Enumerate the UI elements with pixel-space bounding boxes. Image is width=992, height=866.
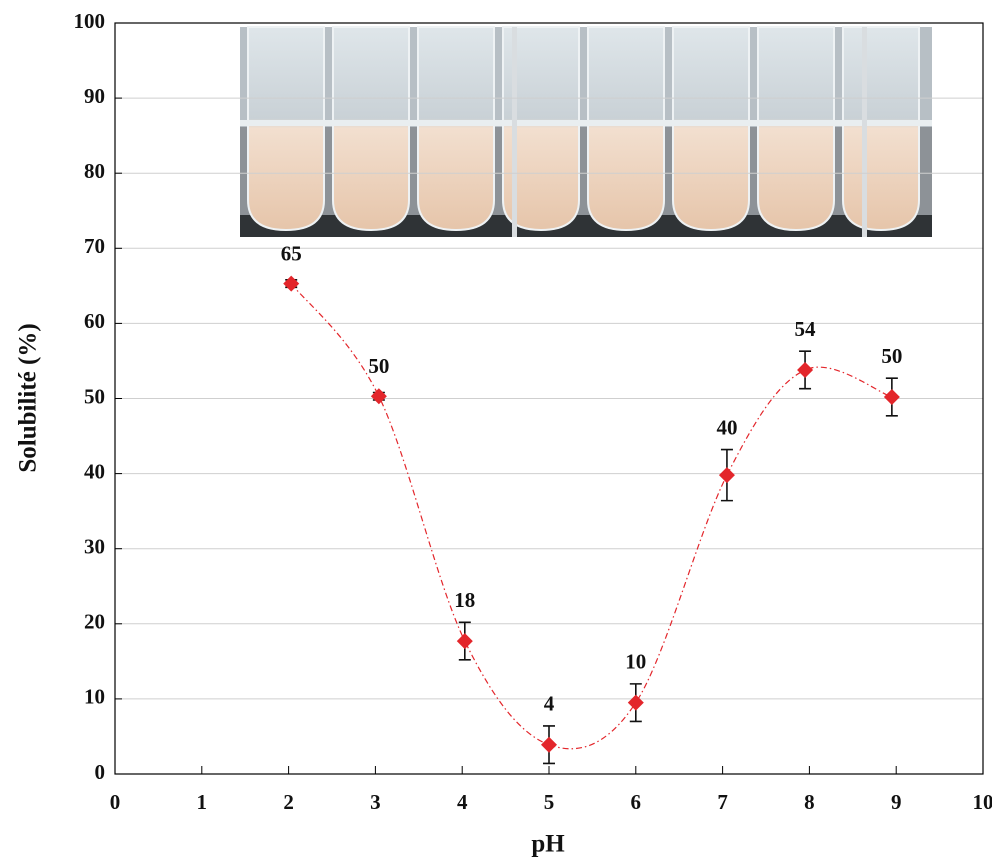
data-label: 65 [281, 241, 302, 265]
data-point [457, 633, 473, 649]
data-point [719, 467, 735, 483]
data-point [541, 737, 557, 753]
y-tick-label: 70 [84, 234, 105, 258]
y-tick-label: 90 [84, 84, 105, 108]
y-tick-label: 40 [84, 459, 105, 483]
tube [843, 27, 919, 230]
y-tick-label: 0 [95, 760, 106, 784]
data-point [884, 389, 900, 405]
tube [248, 27, 324, 230]
y-axis-title: Solubilité (%) [15, 323, 42, 472]
tube [588, 27, 664, 230]
x-tick-label: 9 [891, 790, 902, 814]
tube [758, 27, 834, 230]
x-tick-label: 6 [631, 790, 642, 814]
y-tick-label: 20 [84, 610, 105, 634]
y-tick-label: 100 [74, 9, 106, 33]
inset-photo [240, 27, 932, 237]
x-tick-label: 1 [197, 790, 208, 814]
data-point [628, 695, 644, 711]
data-label: 18 [454, 588, 475, 612]
x-tick-label: 10 [973, 790, 992, 814]
y-tick-label: 60 [84, 309, 105, 333]
data-label: 4 [544, 692, 555, 716]
data-label: 50 [368, 354, 389, 378]
data-point [797, 362, 813, 378]
y-tick-label: 30 [84, 535, 105, 559]
data-label: 40 [716, 415, 737, 439]
x-tick-label: 2 [283, 790, 294, 814]
tube [673, 27, 749, 230]
y-tick-label: 50 [84, 384, 105, 408]
y-tick-label: 10 [84, 685, 105, 709]
data-label: 10 [625, 650, 646, 674]
tube [333, 27, 409, 230]
x-tick-label: 5 [544, 790, 555, 814]
x-axis-title: pH [531, 831, 565, 858]
x-tick-label: 7 [717, 790, 728, 814]
x-tick-label: 4 [457, 790, 468, 814]
x-tick-label: 0 [110, 790, 121, 814]
x-tick-label: 3 [370, 790, 381, 814]
x-tick-label: 8 [804, 790, 815, 814]
data-label: 54 [795, 317, 817, 341]
data-label: 50 [881, 344, 902, 368]
data-point [283, 276, 299, 292]
data-point [371, 388, 387, 404]
y-tick-label: 80 [84, 159, 105, 183]
tube [418, 27, 494, 230]
